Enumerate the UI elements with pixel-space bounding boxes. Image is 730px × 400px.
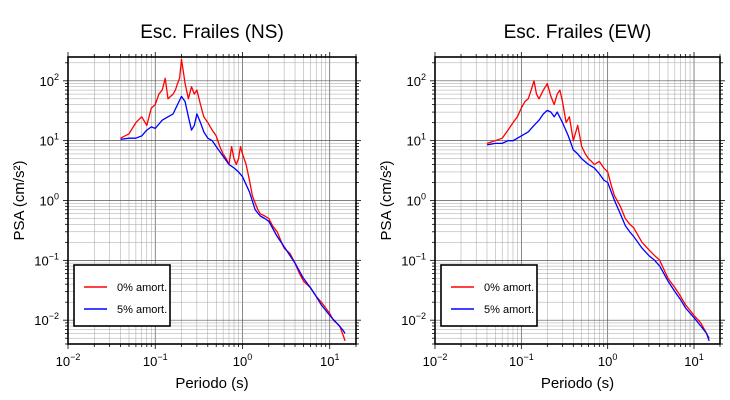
y-tick-label: 10−2 bbox=[34, 311, 59, 328]
y-tick-label: 10−1 bbox=[401, 251, 426, 268]
chart-title: Esc. Frailes (EW) bbox=[504, 22, 652, 43]
series-line-undamped bbox=[120, 58, 346, 342]
plot-frame bbox=[67, 56, 357, 345]
legend-label: 0% amort. bbox=[484, 282, 534, 294]
chart-panel-1: 10−2 10−1 100 101 10−2 10−1 100 101 102 Esc. Frai… bbox=[378, 22, 725, 392]
legend-label: 5% amort. bbox=[117, 304, 167, 316]
y-tick-label: 10−2 bbox=[401, 311, 426, 328]
series-line-undamped bbox=[486, 80, 710, 339]
series-line-damped bbox=[120, 95, 346, 334]
x-tick-label: 10−1 bbox=[509, 352, 534, 369]
y-tick-label: 101 bbox=[407, 132, 426, 149]
x-tick-label: 100 bbox=[233, 352, 252, 369]
plot-frame bbox=[434, 56, 721, 345]
y-tick-label: 10−1 bbox=[34, 251, 59, 268]
legend-box bbox=[440, 264, 538, 327]
legend-box bbox=[73, 264, 171, 327]
x-tick-label: 101 bbox=[684, 352, 703, 369]
chart-title: Esc. Frailes (NS) bbox=[140, 22, 284, 43]
x-tick-label: 100 bbox=[598, 352, 617, 369]
x-tick-label: 10−1 bbox=[143, 352, 168, 369]
y-tick-label: 101 bbox=[40, 132, 59, 149]
x-axis-label: Periodo (s) bbox=[175, 375, 248, 392]
x-tick-label: 10−2 bbox=[423, 352, 448, 369]
series-line-damped bbox=[486, 109, 710, 342]
chart-panel-0: 10−2 10−1 100 101 10−2 10−1 100 101 102 Esc. Frai… bbox=[11, 22, 361, 392]
x-axis-label: Periodo (s) bbox=[541, 375, 614, 392]
x-tick-label: 10−2 bbox=[56, 352, 81, 369]
y-axis-label: PSA (cm/s²) bbox=[11, 160, 28, 240]
y-tick-label: 100 bbox=[40, 192, 59, 209]
y-axis-label: PSA (cm/s²) bbox=[378, 160, 395, 240]
y-tick-label: 100 bbox=[407, 192, 426, 209]
y-tick-label: 102 bbox=[407, 72, 426, 89]
y-tick-label: 102 bbox=[40, 72, 59, 89]
legend-label: 0% amort. bbox=[117, 282, 167, 294]
legend-label: 5% amort. bbox=[484, 304, 534, 316]
x-tick-label: 101 bbox=[320, 352, 339, 369]
